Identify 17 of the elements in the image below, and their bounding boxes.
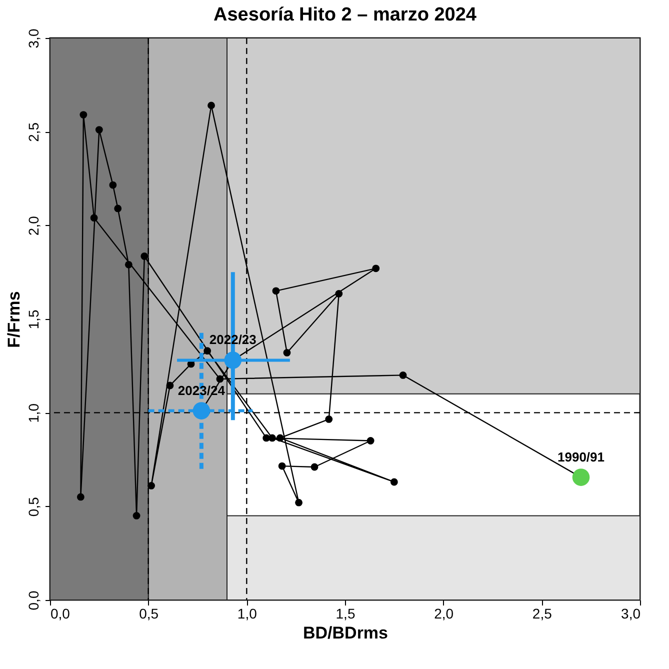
x-tick-label: 1,5: [336, 606, 356, 622]
x-tick-label: 2,0: [434, 606, 454, 622]
x-tick-label: 0,0: [50, 606, 70, 622]
y-tick-label: 2,0: [26, 216, 42, 236]
x-tick-label: 3,0: [621, 606, 641, 622]
x-tick-label: 0,5: [139, 606, 159, 622]
x-axis-title: BD/BDrms: [302, 624, 388, 642]
y-axis-title: F/Frms: [4, 291, 24, 348]
y-tick-label: 0,5: [26, 496, 42, 517]
y-tick-label: 1,5: [26, 310, 42, 330]
annotation: 1990/91: [558, 449, 604, 464]
x-tick-label: 1,0: [237, 606, 258, 622]
chart-title: Asesoría Hito 2 – marzo 2024: [214, 4, 477, 26]
y-tick-label: 1,0: [26, 403, 42, 423]
y-tick-label: 3,0: [26, 28, 42, 48]
x-tick-label: 2,5: [532, 606, 552, 622]
y-tick-label: 2,5: [26, 122, 42, 142]
